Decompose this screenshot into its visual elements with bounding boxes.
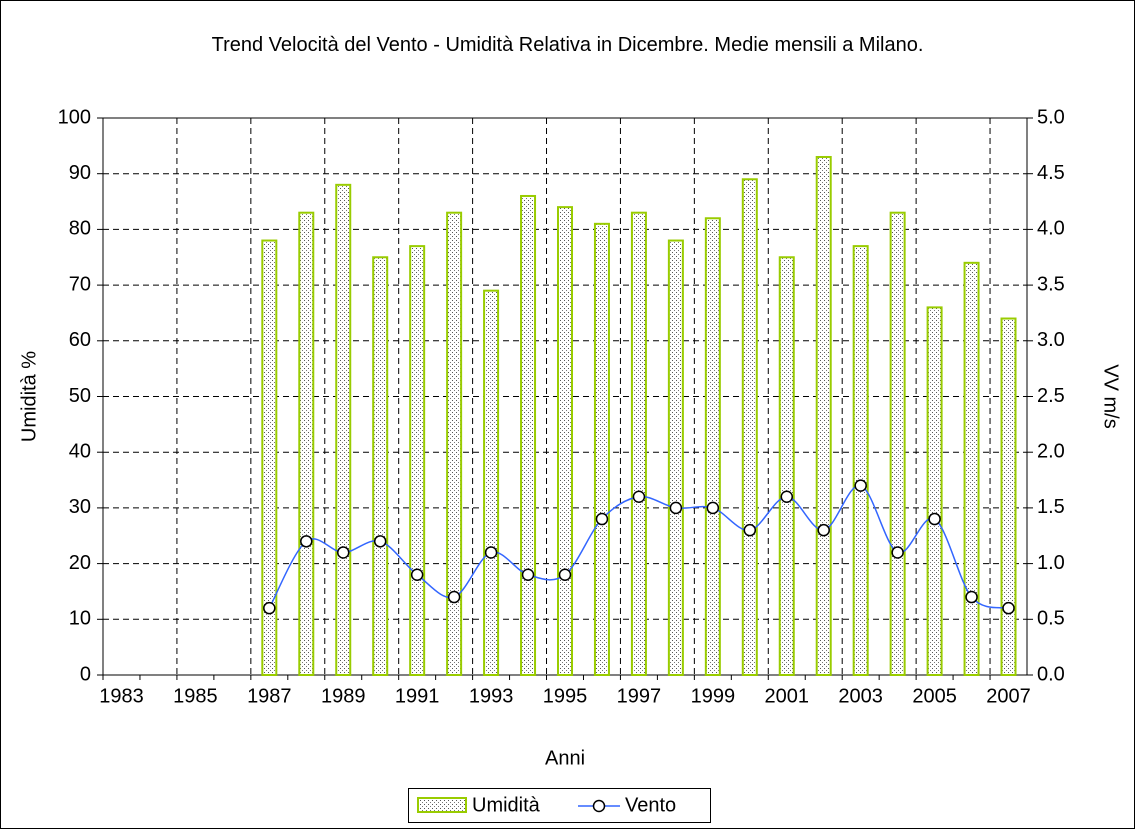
x-tick-label: 1991: [395, 685, 440, 707]
marker: [1002, 601, 1015, 615]
y-tick-label: 40: [69, 440, 91, 462]
y-tick-label: 0: [80, 663, 91, 685]
marker: [595, 512, 609, 526]
bar: [483, 289, 500, 676]
marker: [965, 590, 978, 604]
marker: [817, 523, 830, 537]
x-tick-label: 2001: [765, 685, 810, 707]
bar: [372, 256, 389, 676]
bar: [630, 211, 647, 676]
y-tick-label: 70: [69, 273, 91, 295]
y2-tick-label: 4.0: [1037, 218, 1065, 240]
y2-tick-label: 0.5: [1037, 608, 1065, 630]
x-tick-label: 2007: [986, 685, 1031, 707]
y-tick-label: 10: [69, 608, 91, 630]
y-tick-label: 80: [69, 218, 91, 240]
marker: [928, 512, 941, 526]
bar: [667, 239, 684, 676]
bar: [815, 155, 832, 677]
y2-tick-label: 2.0: [1037, 440, 1065, 462]
y2-tick-label: 2.5: [1037, 385, 1065, 407]
bar: [335, 183, 352, 676]
marker: [632, 490, 646, 504]
bar: [409, 245, 426, 677]
bar: [593, 222, 610, 677]
marker: [521, 568, 535, 581]
x-tick-label: 1993: [469, 685, 514, 707]
y-tick-label: 90: [69, 162, 91, 184]
x-tick-label: 1999: [691, 685, 736, 707]
x-tick-label: 1985: [173, 685, 218, 707]
legend-marker: [592, 799, 606, 813]
bar: [298, 211, 315, 676]
marker: [854, 479, 867, 492]
x-tick-label: 1997: [617, 685, 662, 707]
marker: [780, 490, 794, 504]
bar: [852, 245, 869, 677]
marker: [484, 546, 498, 559]
x-tick-label: 2003: [838, 685, 883, 707]
y2-tick-label: 3.5: [1037, 273, 1065, 295]
marker: [410, 568, 424, 581]
x-tick-label: 1989: [321, 685, 366, 707]
bar: [741, 178, 758, 677]
marker: [743, 523, 757, 537]
bar: [889, 211, 906, 676]
y2-tick-label: 4.5: [1037, 162, 1065, 184]
y2-tick-label: 0.0: [1037, 663, 1065, 685]
y-tick-label: 30: [69, 496, 91, 518]
marker: [669, 501, 683, 515]
bar: [446, 211, 463, 676]
y2-tick-label: 1.5: [1037, 496, 1065, 518]
bar: [926, 306, 943, 676]
bar: [520, 194, 537, 676]
chart-title: Trend Velocità del Vento - Umidità Relat…: [211, 34, 924, 56]
marker: [447, 590, 461, 604]
legend-label: Vento: [625, 794, 676, 816]
marker: [373, 535, 387, 548]
marker: [263, 601, 276, 615]
y2-tick-label: 1.0: [1037, 552, 1065, 574]
bar: [557, 206, 573, 676]
marker: [300, 535, 313, 548]
bar: [778, 256, 795, 676]
bar: [963, 261, 980, 676]
x-tick-label: 1983: [99, 685, 144, 707]
y-tick-label: 50: [69, 385, 91, 407]
legend-swatch: [417, 797, 467, 813]
x-tick-label: 1987: [247, 685, 292, 707]
bar: [1000, 317, 1017, 676]
x-tick-label: 1995: [543, 685, 588, 707]
y-tick-label: 100: [58, 106, 91, 128]
marker: [891, 546, 904, 559]
x-axis-label: Anni: [545, 747, 585, 769]
y-tick-label: 60: [69, 329, 91, 351]
marker: [558, 568, 572, 581]
y-tick-label: 20: [69, 552, 91, 574]
y2-tick-label: 3.0: [1037, 329, 1065, 351]
marker: [706, 501, 720, 515]
y2-axis-label: VV m/s: [1100, 364, 1122, 428]
bar: [704, 217, 721, 676]
y-axis-label: Umidità %: [18, 351, 40, 442]
legend-label: Umidità: [472, 794, 541, 816]
bar: [261, 239, 278, 676]
x-tick-label: 2005: [912, 685, 957, 707]
marker: [336, 546, 350, 559]
y2-tick-label: 5.0: [1037, 106, 1065, 128]
